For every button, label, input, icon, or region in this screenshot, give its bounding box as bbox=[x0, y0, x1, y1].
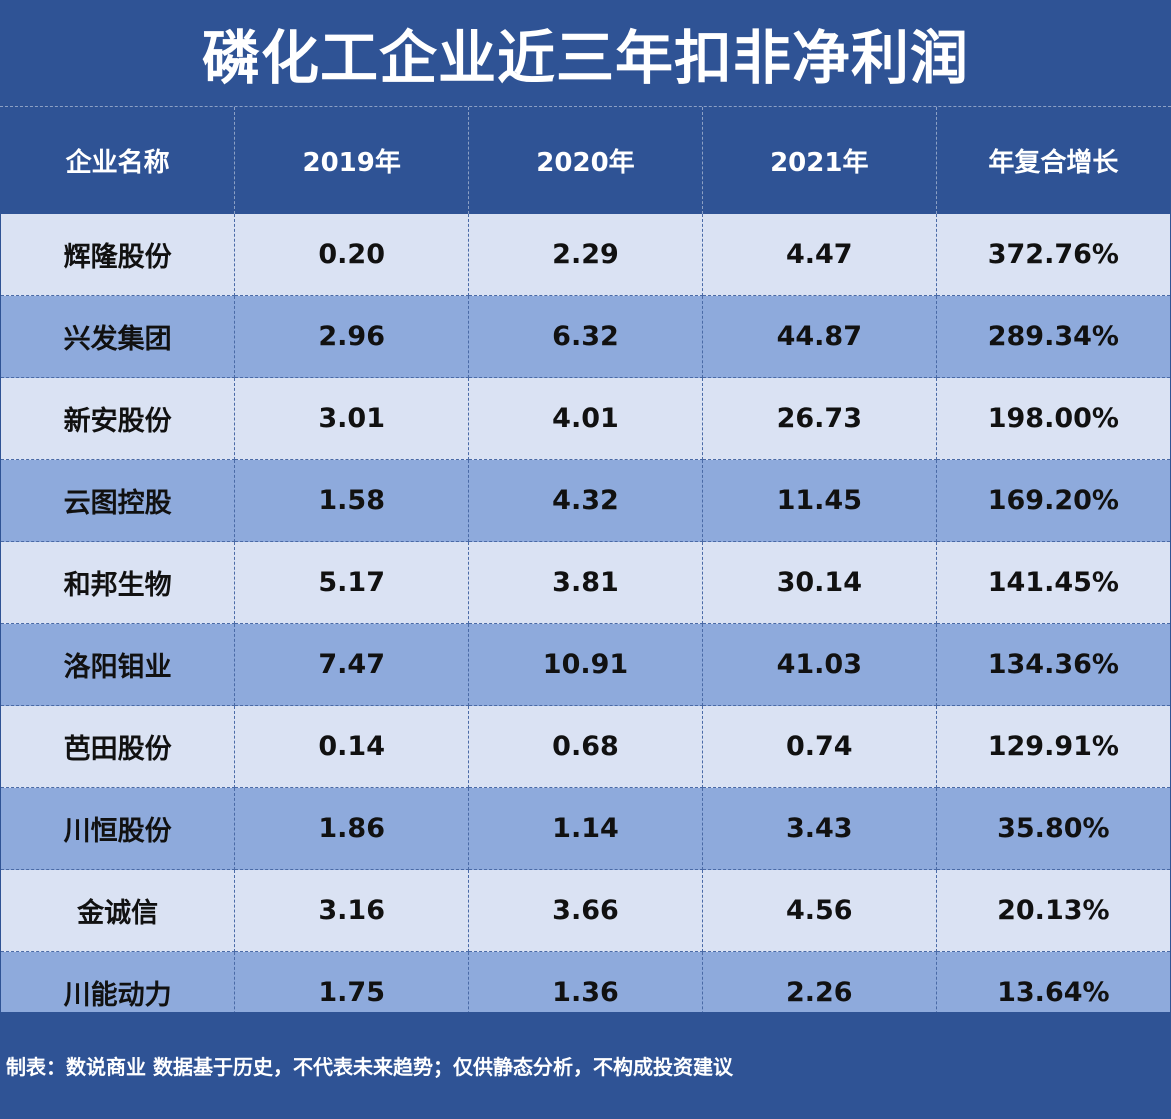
table-row: 和邦生物 5.17 3.81 30.14 141.45% bbox=[1, 541, 1170, 624]
cell-cagr: 198.00% bbox=[936, 377, 1170, 460]
cell-2019: 0.20 bbox=[234, 214, 470, 296]
cell-cagr: 372.76% bbox=[936, 214, 1170, 296]
table-row: 金诚信 3.16 3.66 4.56 20.13% bbox=[1, 869, 1170, 952]
cell-2020: 1.14 bbox=[468, 787, 703, 870]
cell-2021: 0.74 bbox=[702, 705, 937, 788]
table-body: 辉隆股份 0.20 2.29 4.47 372.76% 兴发集团 2.96 6.32 44.87… bbox=[1, 214, 1170, 1034]
table-row: 芭田股份 0.14 0.68 0.74 129.91% bbox=[1, 705, 1170, 788]
cell-company: 川恒股份 bbox=[1, 787, 236, 870]
cell-2019: 2.96 bbox=[234, 295, 470, 378]
header-2021: 2021年 bbox=[702, 107, 937, 214]
cell-2021: 3.43 bbox=[702, 787, 937, 870]
cell-cagr: 20.13% bbox=[936, 869, 1170, 952]
cell-2019: 3.16 bbox=[234, 869, 470, 952]
cell-2020: 2.29 bbox=[468, 214, 703, 296]
chart-title: 磷化工企业近三年扣非净利润 bbox=[0, 0, 1171, 107]
cell-company: 芭田股份 bbox=[1, 705, 236, 788]
header-company: 企业名称 bbox=[1, 107, 236, 214]
cell-2020: 4.01 bbox=[468, 377, 703, 460]
footer-bar bbox=[0, 1012, 1171, 1119]
cell-2019: 5.17 bbox=[234, 541, 470, 624]
cell-cagr: 141.45% bbox=[936, 541, 1170, 624]
table-row: 新安股份 3.01 4.01 26.73 198.00% bbox=[1, 377, 1170, 460]
cell-company: 辉隆股份 bbox=[1, 214, 236, 296]
table-row: 洛阳钼业 7.47 10.91 41.03 134.36% bbox=[1, 623, 1170, 706]
cell-company: 洛阳钼业 bbox=[1, 623, 236, 706]
cell-2020: 10.91 bbox=[468, 623, 703, 706]
cell-2020: 3.81 bbox=[468, 541, 703, 624]
cell-2021: 30.14 bbox=[702, 541, 937, 624]
cell-2021: 11.45 bbox=[702, 459, 937, 542]
cell-cagr: 35.80% bbox=[936, 787, 1170, 870]
cell-2019: 1.86 bbox=[234, 787, 470, 870]
header-2019: 2019年 bbox=[234, 107, 470, 214]
cell-2021: 44.87 bbox=[702, 295, 937, 378]
cell-cagr: 289.34% bbox=[936, 295, 1170, 378]
cell-2020: 3.66 bbox=[468, 869, 703, 952]
data-table: 企业名称 2019年 2020年 2021年 年复合增长 辉隆股份 0.20 2.2… bbox=[1, 107, 1170, 1034]
table-row: 辉隆股份 0.20 2.29 4.47 372.76% bbox=[1, 214, 1170, 296]
cell-2020: 6.32 bbox=[468, 295, 703, 378]
cell-cagr: 169.20% bbox=[936, 459, 1170, 542]
table-row: 川恒股份 1.86 1.14 3.43 35.80% bbox=[1, 787, 1170, 870]
header-row: 企业名称 2019年 2020年 2021年 年复合增长 bbox=[1, 107, 1170, 214]
cell-2019: 3.01 bbox=[234, 377, 470, 460]
cell-company: 金诚信 bbox=[1, 869, 236, 952]
header-2020: 2020年 bbox=[468, 107, 703, 214]
cell-cagr: 129.91% bbox=[936, 705, 1170, 788]
table-row: 兴发集团 2.96 6.32 44.87 289.34% bbox=[1, 295, 1170, 378]
cell-2020: 0.68 bbox=[468, 705, 703, 788]
source-note: 制表：数说商业 数据基于历史，不代表未来趋势；仅供静态分析，不构成投资建议 bbox=[6, 1055, 733, 1079]
cell-company: 云图控股 bbox=[1, 459, 236, 542]
cell-2021: 41.03 bbox=[702, 623, 937, 706]
header-cagr: 年复合增长 bbox=[936, 107, 1170, 214]
cell-cagr: 134.36% bbox=[936, 623, 1170, 706]
cell-2019: 1.58 bbox=[234, 459, 470, 542]
cell-2021: 4.47 bbox=[702, 214, 937, 296]
cell-2019: 7.47 bbox=[234, 623, 470, 706]
cell-company: 兴发集团 bbox=[1, 295, 236, 378]
cell-2019: 0.14 bbox=[234, 705, 470, 788]
table-row: 云图控股 1.58 4.32 11.45 169.20% bbox=[1, 459, 1170, 542]
cell-2021: 26.73 bbox=[702, 377, 937, 460]
cell-company: 新安股份 bbox=[1, 377, 236, 460]
cell-company: 和邦生物 bbox=[1, 541, 236, 624]
cell-2021: 4.56 bbox=[702, 869, 937, 952]
cell-2020: 4.32 bbox=[468, 459, 703, 542]
